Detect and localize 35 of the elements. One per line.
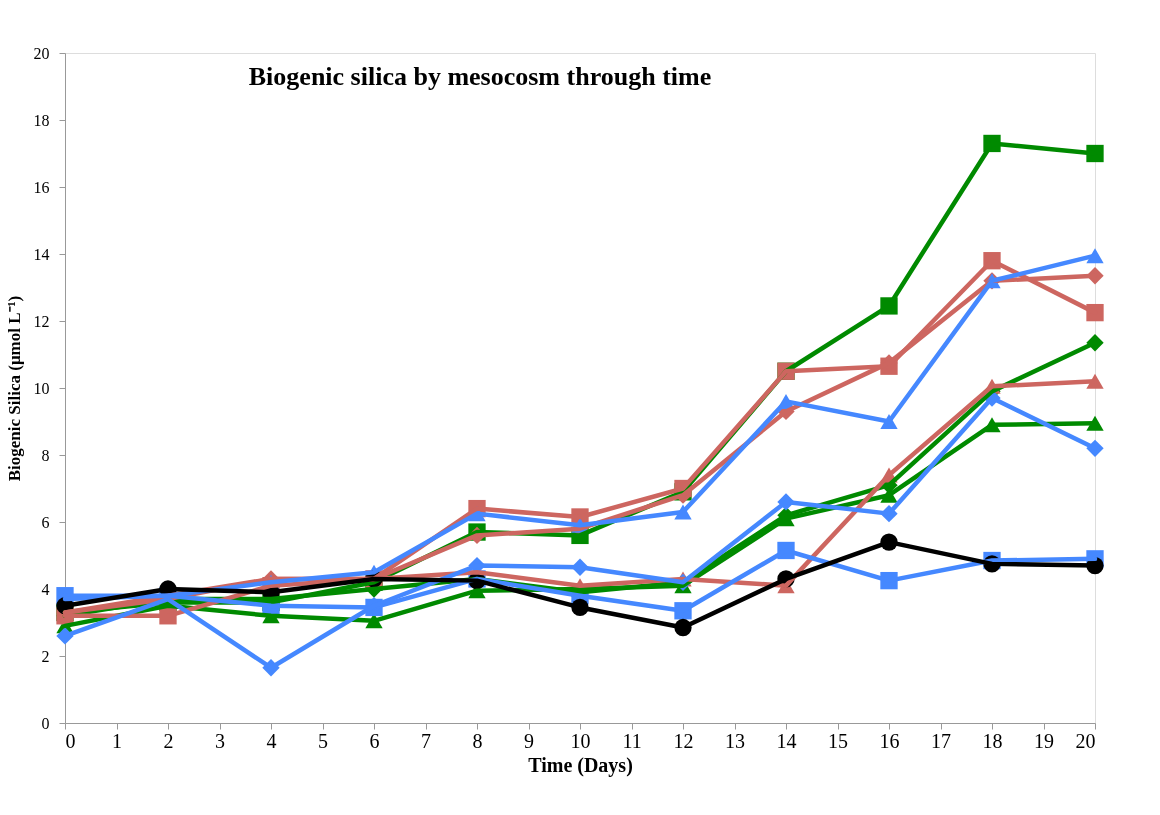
x-tick-label: 13 (725, 729, 745, 752)
x-tick-label: 6 (369, 729, 380, 752)
x-tick-label: 11 (622, 729, 642, 752)
x-tick-label: 19 (1034, 729, 1054, 752)
y-axis-title: Biogenic Silica (μmol L⁻¹) (4, 295, 24, 482)
x-tick-label: 2 (163, 729, 174, 752)
y-tick-label: 6 (41, 513, 50, 531)
y-tick-label: 4 (41, 580, 50, 598)
y-tick-label: 20 (33, 44, 50, 62)
y-tick-label: 16 (33, 178, 50, 196)
x-tick-label: 8 (472, 729, 483, 752)
y-tick-label: 0 (41, 714, 50, 732)
x-tick-label: 4 (266, 729, 277, 752)
x-tick-label: 3 (215, 729, 225, 752)
x-tick-label: 1 (112, 729, 122, 752)
x-tick-label: 10 (570, 729, 591, 752)
x-axis-title: Time (Days) (528, 753, 633, 777)
x-tick-label: 20 (1075, 729, 1096, 752)
x-tick-label: 0 (65, 729, 76, 752)
x-tick-label: 16 (879, 729, 900, 752)
x-tick-label: 14 (776, 729, 797, 752)
chart-title: Biogenic silica by mesocosm through time (248, 62, 712, 91)
y-tick-label: 10 (33, 379, 50, 397)
y-tick-label: 12 (33, 312, 50, 330)
x-tick-label: 9 (524, 729, 534, 752)
x-tick-label: 5 (318, 729, 328, 752)
x-tick-label: 12 (673, 729, 694, 752)
x-tick-label: 7 (421, 729, 431, 752)
y-tick-label: 18 (33, 111, 50, 129)
x-tick-label: 17 (931, 729, 951, 752)
x-tick-label: 18 (982, 729, 1003, 752)
y-tick-label: 8 (41, 446, 50, 464)
y-tick-label: 2 (41, 647, 50, 665)
x-tick-label: 15 (828, 729, 848, 752)
y-tick-label: 14 (33, 245, 50, 263)
